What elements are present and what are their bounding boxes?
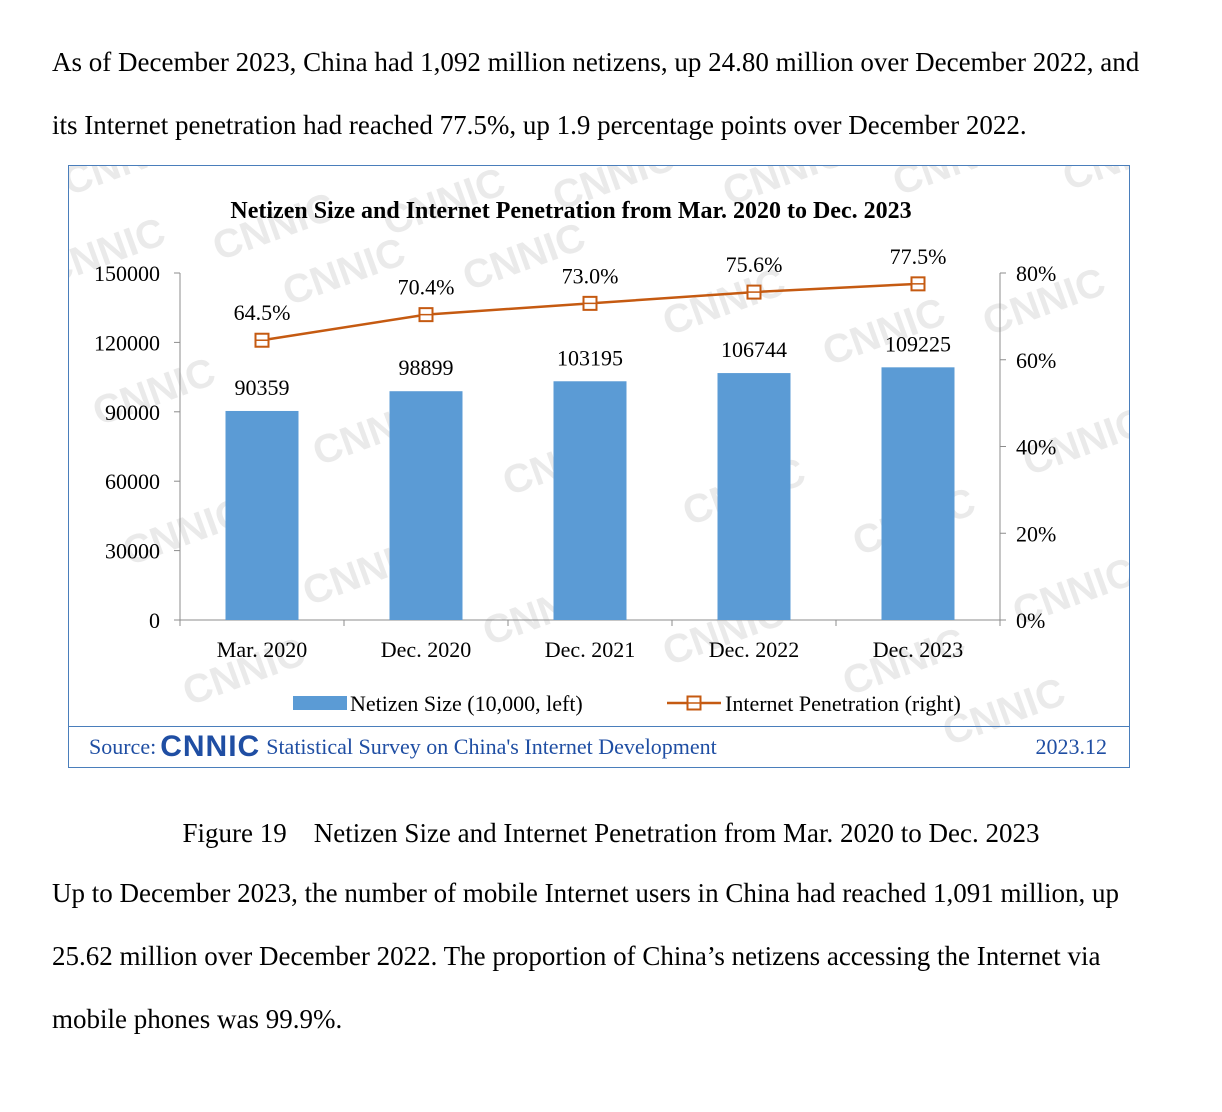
line-data-label: 75.6%	[726, 252, 783, 277]
y-left-tick-label: 120000	[94, 330, 160, 355]
bar-data-label: 103195	[557, 345, 623, 370]
watermark-text: CNNIC	[69, 166, 191, 204]
bar-data-label: 90359	[235, 375, 290, 400]
y-left-tick-label: 60000	[105, 469, 160, 494]
legend-label-line: Internet Penetration (right)	[725, 691, 961, 716]
y-right-tick-label: 0%	[1016, 608, 1045, 633]
legend-swatch-bar	[293, 696, 347, 710]
source-label: Source:	[89, 734, 157, 759]
line-layer	[254, 276, 926, 348]
chart-title: Netizen Size and Internet Penetration fr…	[230, 198, 911, 224]
labels-layer: Netizen Size and Internet Penetration fr…	[230, 198, 951, 400]
legend-label-bar: Netizen Size (10,000, left)	[350, 691, 583, 716]
y-left-tick-label: 30000	[105, 539, 160, 564]
intro-paragraph: As of December 2023, China had 1,092 mil…	[52, 47, 1140, 140]
bar-data-label: 106744	[721, 337, 787, 362]
chart-figure: CNNIC CNNIC CNNIC CNNIC CNNIC CNNIC CNNIC CNNIC…	[68, 165, 1130, 768]
line-data-label: 70.4%	[398, 275, 455, 300]
cnnic-logo: CNNIC	[160, 730, 261, 763]
y-right-tick-label: 60%	[1016, 348, 1056, 373]
source-date: 2023.12	[1035, 734, 1108, 759]
watermark-text: CNNIC	[277, 230, 411, 315]
y-left-tick-label: 150000	[94, 261, 160, 286]
bar-data-label: 98899	[399, 355, 454, 380]
y-left-tick-label: 0	[149, 608, 160, 633]
bar-netizen-size	[881, 367, 955, 620]
line-data-label: 64.5%	[234, 300, 291, 325]
legend-layer: Netizen Size (10,000, left) Internet Pene…	[293, 691, 961, 716]
bar-netizen-size	[389, 391, 463, 620]
footer-divider	[69, 726, 1129, 727]
bar-netizen-size	[225, 410, 299, 620]
bar-data-label: 109225	[885, 331, 951, 356]
body-paragraph: Up to December 2023, the number of mobil…	[52, 878, 1119, 1034]
y-right-tick-label: 40%	[1016, 435, 1056, 460]
y-right-tick-label: 80%	[1016, 261, 1056, 286]
source-survey-name: Statistical Survey on China's Internet D…	[266, 734, 717, 759]
x-tick-label: Mar. 2020	[217, 637, 307, 662]
bar-netizen-size	[553, 381, 627, 620]
bars-layer	[225, 367, 955, 620]
source-line: Source: CNNIC Statistical Survey on Chin…	[89, 730, 717, 763]
x-tick-label: Dec. 2021	[545, 637, 635, 662]
bar-netizen-size	[717, 373, 791, 620]
figure-caption: Figure 19 Netizen Size and Internet Pene…	[182, 818, 1040, 848]
y-left-tick-label: 90000	[105, 400, 160, 425]
line-data-label: 77.5%	[890, 244, 947, 269]
x-tick-label: Dec. 2020	[381, 637, 471, 662]
x-tick-label: Dec. 2023	[873, 637, 963, 662]
line-data-label: 73.0%	[562, 263, 619, 288]
x-tick-label: Dec. 2022	[709, 637, 799, 662]
y-right-tick-label: 20%	[1016, 521, 1056, 546]
watermark-text: CNNIC	[1057, 166, 1130, 199]
